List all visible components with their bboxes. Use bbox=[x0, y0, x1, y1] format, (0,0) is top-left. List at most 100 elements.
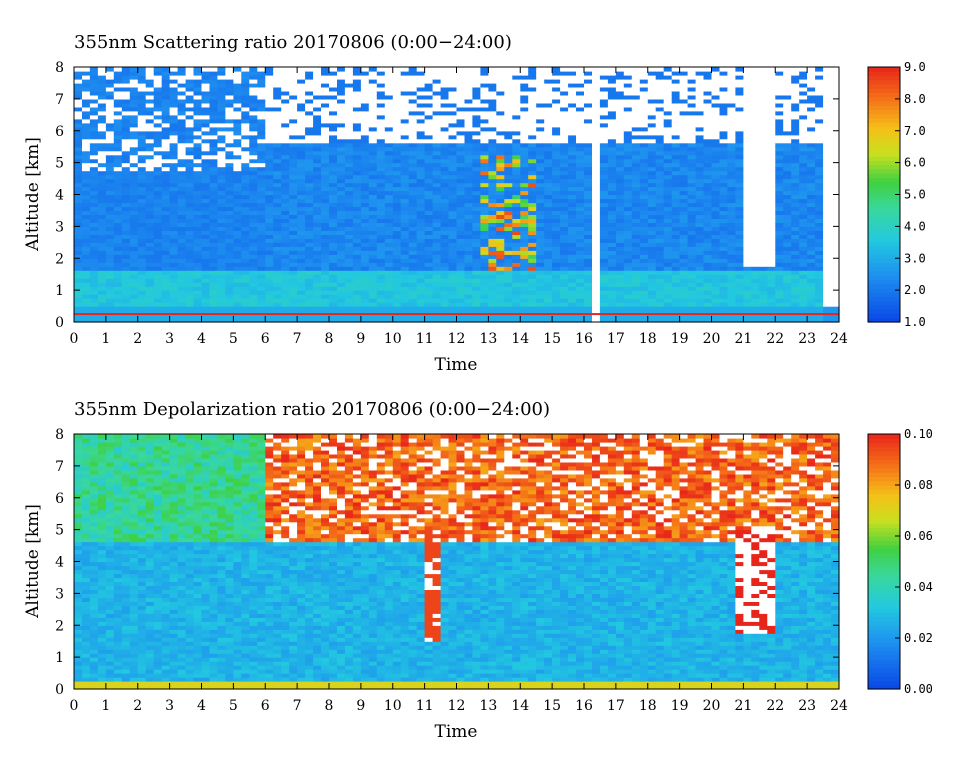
heatmap-cell bbox=[82, 178, 91, 184]
heatmap-cell bbox=[321, 194, 330, 200]
heatmap-cell bbox=[209, 274, 219, 279]
heatmap-cell bbox=[512, 210, 521, 215]
heatmap-cell bbox=[265, 79, 274, 84]
heatmap-cell bbox=[520, 118, 529, 124]
heatmap-cell bbox=[344, 290, 354, 295]
heatmap-cell bbox=[113, 186, 123, 192]
heatmap-cell bbox=[584, 98, 593, 104]
heatmap-cell bbox=[337, 110, 346, 116]
heatmap-cell bbox=[89, 174, 99, 180]
heatmap-cell bbox=[281, 298, 290, 303]
heatmap-cell bbox=[663, 234, 673, 239]
heatmap-cell bbox=[352, 122, 362, 128]
heatmap-cell bbox=[400, 242, 410, 247]
heatmap-cell bbox=[536, 318, 545, 323]
heatmap-cell bbox=[82, 226, 91, 231]
heatmap-cell bbox=[217, 166, 226, 172]
heatmap-cell bbox=[384, 222, 394, 227]
heatmap-cell bbox=[560, 194, 569, 200]
heatmap-cell bbox=[552, 306, 561, 311]
heatmap-cell bbox=[153, 134, 163, 140]
heatmap-cell bbox=[599, 79, 609, 84]
heatmap-cell bbox=[520, 274, 529, 279]
heatmap-cell bbox=[528, 310, 537, 315]
heatmap-cell bbox=[599, 122, 609, 128]
heatmap-cell bbox=[623, 122, 633, 128]
heatmap-cell bbox=[169, 178, 179, 184]
heatmap-cell bbox=[512, 174, 521, 180]
heatmap-cell bbox=[504, 286, 513, 291]
heatmap-cell bbox=[169, 166, 179, 172]
heatmap-cell bbox=[384, 314, 394, 319]
heatmap-cell bbox=[512, 142, 521, 148]
heatmap-cell bbox=[145, 298, 155, 303]
heatmap-cell bbox=[424, 206, 434, 212]
heatmap-cell bbox=[464, 246, 474, 251]
heatmap-cell bbox=[169, 86, 179, 92]
heatmap-cell bbox=[313, 314, 322, 319]
heatmap-cell bbox=[89, 170, 99, 176]
heatmap-cell bbox=[185, 130, 195, 136]
heatmap-cell bbox=[544, 150, 553, 156]
heatmap-cell bbox=[113, 182, 123, 188]
heatmap-cell bbox=[273, 158, 282, 164]
heatmap-cell bbox=[313, 222, 322, 227]
heatmap-cell bbox=[655, 130, 665, 136]
heatmap-cell bbox=[273, 270, 282, 275]
heatmap-cell bbox=[576, 262, 585, 267]
heatmap-cell bbox=[305, 310, 314, 315]
heatmap-cell bbox=[432, 242, 442, 247]
heatmap-cell bbox=[249, 166, 258, 172]
heatmap-cell bbox=[360, 118, 370, 124]
heatmap-cell bbox=[297, 154, 306, 160]
heatmap-cell bbox=[121, 266, 131, 271]
heatmap-cell bbox=[185, 302, 195, 307]
heatmap-cell bbox=[384, 306, 394, 311]
heatmap-cell bbox=[576, 122, 585, 128]
heatmap-cell bbox=[568, 222, 577, 227]
heatmap-cell bbox=[464, 290, 474, 295]
heatmap-cell bbox=[512, 198, 521, 204]
heatmap-cell bbox=[209, 222, 219, 227]
heatmap-cell bbox=[615, 298, 625, 303]
heatmap-cell bbox=[599, 106, 609, 112]
heatmap-cell bbox=[289, 286, 298, 291]
heatmap-cell bbox=[480, 266, 489, 271]
heatmap-cell bbox=[472, 242, 481, 247]
heatmap-cell bbox=[337, 130, 346, 136]
heatmap-cell bbox=[631, 230, 641, 235]
heatmap-cell bbox=[289, 302, 298, 307]
heatmap-cell bbox=[241, 106, 250, 112]
heatmap-cell bbox=[472, 178, 481, 184]
heatmap-cell bbox=[384, 186, 394, 192]
heatmap-cell bbox=[560, 110, 569, 116]
heatmap-cell bbox=[392, 174, 402, 180]
heatmap-cell bbox=[615, 178, 625, 184]
heatmap-cell bbox=[368, 246, 378, 251]
heatmap-cell bbox=[225, 250, 234, 255]
heatmap-cell bbox=[639, 166, 649, 172]
heatmap-cell bbox=[352, 138, 362, 144]
heatmap-cell bbox=[448, 246, 458, 251]
heatmap-cell bbox=[424, 278, 434, 283]
heatmap-cell bbox=[329, 310, 338, 315]
heatmap-cell bbox=[281, 294, 290, 299]
heatmap-cell bbox=[464, 194, 474, 200]
heatmap-cell bbox=[313, 246, 322, 251]
heatmap-cell bbox=[520, 238, 529, 243]
heatmap-cell bbox=[647, 274, 657, 279]
heatmap-cell bbox=[281, 182, 290, 188]
heatmap-cell bbox=[631, 98, 641, 104]
heatmap-cell bbox=[121, 190, 131, 196]
heatmap-cell bbox=[74, 138, 83, 144]
heatmap-cell bbox=[169, 246, 179, 251]
heatmap-cell bbox=[432, 126, 442, 132]
heatmap-cell bbox=[671, 122, 681, 128]
heatmap-cell bbox=[209, 218, 219, 223]
heatmap-cell bbox=[504, 134, 513, 140]
heatmap-cell bbox=[687, 210, 697, 215]
heatmap-cell bbox=[201, 290, 211, 295]
heatmap-cell bbox=[121, 71, 131, 76]
heatmap-cell bbox=[113, 142, 123, 148]
